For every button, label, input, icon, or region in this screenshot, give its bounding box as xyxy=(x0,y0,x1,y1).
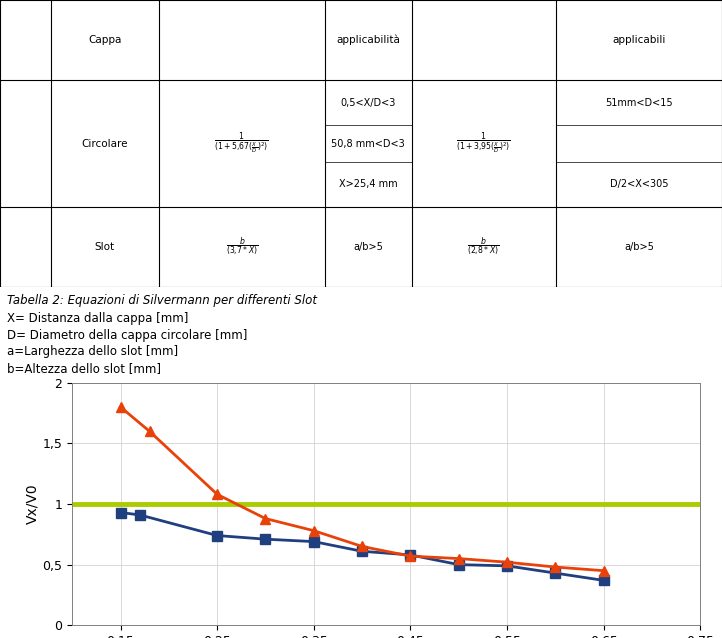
Text: Circolare: Circolare xyxy=(82,138,128,149)
Y-axis label: Vx/V0: Vx/V0 xyxy=(26,484,40,524)
Text: D= Diametro della cappa circolare [mm]: D= Diametro della cappa circolare [mm] xyxy=(7,329,248,341)
Text: a/b>5: a/b>5 xyxy=(353,242,383,252)
Text: applicabilità: applicabilità xyxy=(336,35,400,45)
Text: 51mm<D<15: 51mm<D<15 xyxy=(605,98,673,108)
Text: D/2<X<305: D/2<X<305 xyxy=(609,179,669,189)
Text: $\frac{b}{(2{,}8*X)}$: $\frac{b}{(2{,}8*X)}$ xyxy=(467,236,500,258)
Text: X= Distanza dalla cappa [mm]: X= Distanza dalla cappa [mm] xyxy=(7,312,188,325)
Text: b=Altezza dello slot [mm]: b=Altezza dello slot [mm] xyxy=(7,362,161,375)
Text: Cappa: Cappa xyxy=(88,35,121,45)
Text: a=Larghezza dello slot [mm]: a=Larghezza dello slot [mm] xyxy=(7,345,178,358)
Text: 0,5<X/D<3: 0,5<X/D<3 xyxy=(341,98,396,108)
Text: 50,8 mm<D<3: 50,8 mm<D<3 xyxy=(331,138,405,149)
Text: applicabili: applicabili xyxy=(612,35,666,45)
Text: X>25,4 mm: X>25,4 mm xyxy=(339,179,398,189)
Text: Slot: Slot xyxy=(95,242,115,252)
Text: a/b>5: a/b>5 xyxy=(624,242,654,252)
Text: $\frac{1}{(1+5{,}67(\frac{X}{D})^2)}$: $\frac{1}{(1+5{,}67(\frac{X}{D})^2)}$ xyxy=(214,131,269,156)
Text: $\frac{1}{(1+3{,}95(\frac{X}{D})^2)}$: $\frac{1}{(1+3{,}95(\frac{X}{D})^2)}$ xyxy=(456,131,511,156)
Text: $\frac{b}{(3{,}7*X)}$: $\frac{b}{(3{,}7*X)}$ xyxy=(225,236,258,258)
Text: Tabella 2: Equazioni di Silvermann per differenti Slot: Tabella 2: Equazioni di Silvermann per d… xyxy=(7,293,317,307)
